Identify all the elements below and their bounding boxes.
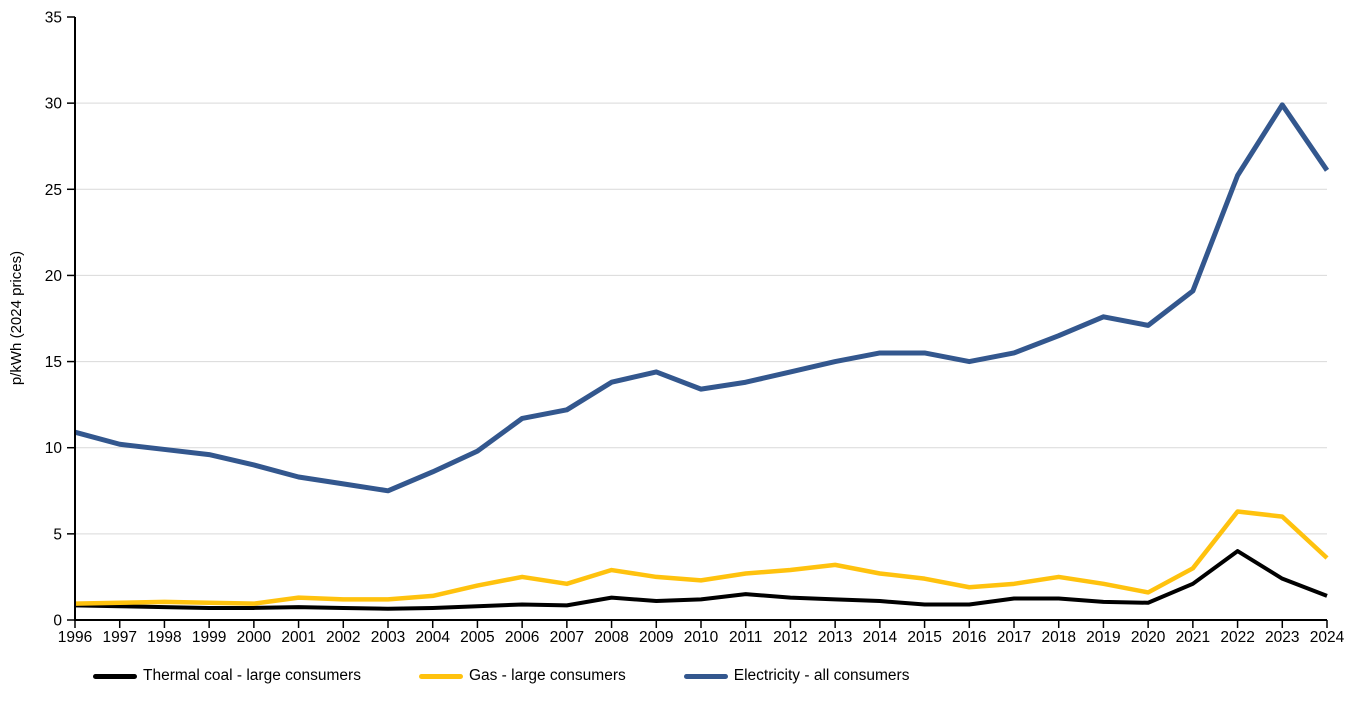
x-tick-label: 2018 bbox=[1041, 629, 1075, 646]
legend-item-electricity: Electricity - all consumers bbox=[683, 662, 910, 690]
series-layer bbox=[74, 102, 1330, 611]
x-tick-label: 2008 bbox=[594, 629, 628, 646]
x-tick-label: 2012 bbox=[773, 629, 807, 646]
x-tick-label: 2010 bbox=[684, 629, 719, 646]
legend-item-coal: Thermal coal - large consumers bbox=[93, 662, 361, 690]
x-tick-label: 2009 bbox=[639, 629, 673, 646]
x-tick-label: 2021 bbox=[1176, 629, 1210, 646]
x-tick-label: 2013 bbox=[818, 629, 852, 646]
legend-label-gas: Gas - large consumers bbox=[468, 667, 626, 684]
x-tick-label: 2002 bbox=[326, 629, 360, 646]
x-tick-label: 2003 bbox=[371, 629, 405, 646]
x-tick-label: 2005 bbox=[460, 629, 494, 646]
y-tick-label: 5 bbox=[53, 526, 62, 543]
x-tick-label: 1997 bbox=[102, 629, 136, 646]
y-tick-label: 10 bbox=[45, 440, 63, 457]
series-line-gas bbox=[74, 509, 1329, 606]
y-tick-label: 35 bbox=[45, 10, 62, 27]
x-tick-label: 2011 bbox=[729, 629, 762, 646]
legend-label-electricity: Electricity - all consumers bbox=[733, 667, 910, 684]
x-tick-label: 2023 bbox=[1265, 629, 1299, 646]
y-tick-label: 15 bbox=[45, 354, 62, 371]
axes-layer: 0 5 10 15 20 25 30 35 1996 1997 1998 1999 2000 2001 20… bbox=[45, 10, 1345, 647]
chart-legend: Thermal coal - large consumers Gas - larg… bbox=[93, 662, 909, 690]
y-tick-label: 20 bbox=[45, 268, 63, 285]
y-tick-label: 30 bbox=[45, 96, 63, 113]
y-axis-title: p/kWh (2024 prices) bbox=[8, 251, 25, 385]
x-tick-label: 2001 bbox=[281, 629, 315, 646]
x-tick-label: 2000 bbox=[237, 629, 272, 646]
x-tick-label: 2022 bbox=[1220, 629, 1254, 646]
legend-item-gas: Gas - large consumers bbox=[418, 662, 626, 690]
x-tick-label: 2006 bbox=[505, 629, 539, 646]
legend-swatch-gas bbox=[418, 673, 463, 679]
x-tick-label: 2024 bbox=[1310, 629, 1345, 646]
series-line-electricity bbox=[74, 102, 1330, 494]
x-tick-label: 1996 bbox=[58, 629, 92, 646]
x-tick-label: 2014 bbox=[863, 629, 898, 646]
y-tick-label: 25 bbox=[45, 182, 62, 199]
y-tick-label: 0 bbox=[53, 613, 62, 630]
x-tick-label: 1998 bbox=[147, 629, 181, 646]
x-tick-label: 2017 bbox=[997, 629, 1031, 646]
x-tick-label: 2015 bbox=[907, 629, 941, 646]
series-line-coal bbox=[74, 549, 1328, 611]
legend-label-coal: Thermal coal - large consumers bbox=[143, 667, 361, 684]
legend-swatch-coal bbox=[93, 673, 137, 679]
x-tick-label: 1999 bbox=[192, 629, 226, 646]
x-tick-label: 2007 bbox=[550, 629, 584, 646]
x-tick-label: 2020 bbox=[1131, 629, 1166, 646]
x-tick-label: 2004 bbox=[415, 629, 450, 646]
gridlines-layer bbox=[75, 102, 1327, 535]
legend-swatch-electricity bbox=[683, 673, 728, 679]
x-tick-label: 2016 bbox=[952, 629, 986, 646]
x-tick-label: 2019 bbox=[1086, 629, 1120, 646]
